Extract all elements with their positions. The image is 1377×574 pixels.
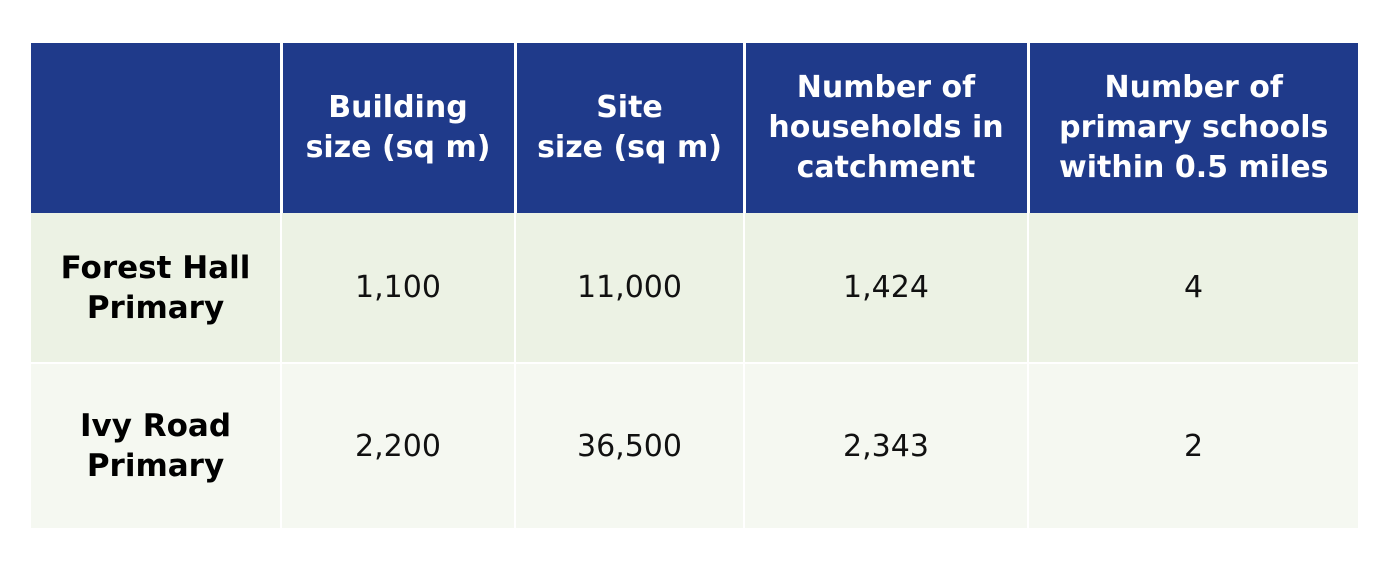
cell-households: 2,343: [743, 363, 1028, 528]
header-site-size: Site size (sq m): [513, 43, 744, 213]
schools-comparison-table: Building size (sq m) Site size (sq m) Nu…: [31, 43, 1358, 528]
cell-schools-nearby: 2: [1027, 363, 1358, 528]
cell-building-size: 2,200: [280, 363, 515, 528]
header-row: Building size (sq m) Site size (sq m) Nu…: [31, 43, 1358, 213]
header-building-size: Building size (sq m): [279, 43, 515, 213]
row-label-ivy-road: Ivy Road Primary: [79, 408, 232, 484]
row-label-forest-hall: Forest Hall Primary: [31, 213, 281, 364]
table-row: Ivy Road Primary 2,200 36,500 2,343 2: [31, 363, 1358, 528]
header-households: Number of households in catchment: [742, 43, 1028, 213]
table-header: Building size (sq m) Site size (sq m) Nu…: [31, 43, 1358, 213]
cell-schools-nearby: 4: [1027, 213, 1358, 364]
table-body: Forest Hall Primary 1,100 11,000 1,424 4…: [31, 213, 1358, 528]
cell-site-size: 11,000: [514, 213, 744, 364]
cell-households: 1,424: [743, 213, 1028, 364]
header-corner-cell: [31, 43, 281, 213]
cell-site-size: 36,500: [514, 363, 744, 528]
header-schools-nearby: Number of primary schools within 0.5 mil…: [1026, 43, 1358, 213]
table-row: Forest Hall Primary 1,100 11,000 1,424 4: [31, 213, 1358, 364]
cell-building-size: 1,100: [280, 213, 515, 364]
